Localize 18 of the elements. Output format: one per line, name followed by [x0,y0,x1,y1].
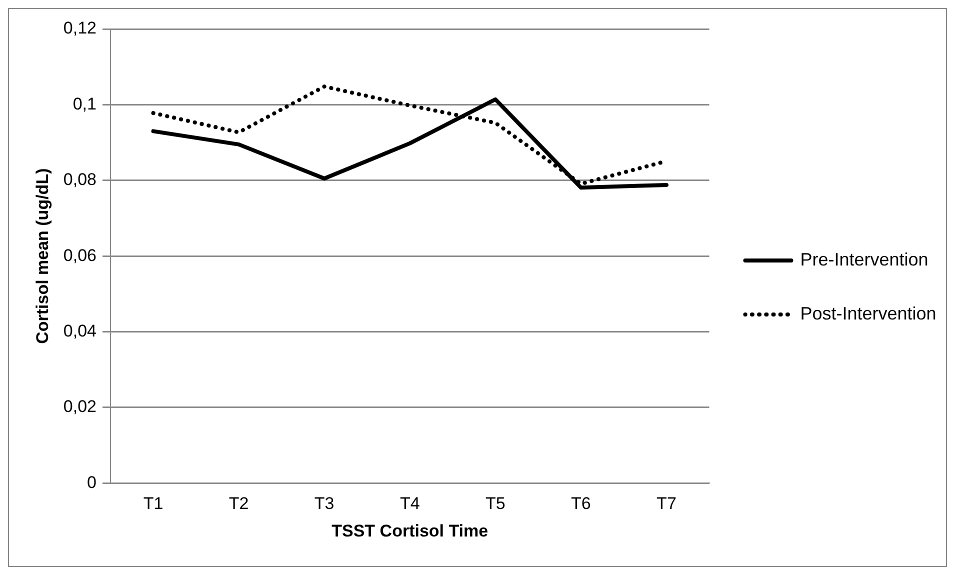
y-tick-label: 0 [87,472,96,492]
x-tick-label: T7 [656,494,676,514]
y-tick-label: 0,06 [63,246,96,265]
x-tick-label: T4 [400,494,420,514]
legend-label: Post-Intervention [800,303,936,324]
y-tick-label: 0,1 [72,94,96,114]
x-tick-label: T1 [143,494,164,514]
y-axis-title: Cortisol mean (ug/dL) [32,168,52,344]
y-tick-label: 0,12 [63,18,96,38]
x-axis-title: TSST Cortisol Time [332,521,488,540]
y-tick-label: 0,02 [63,397,96,416]
y-tick-label: 0,08 [63,170,96,190]
x-tick-label: T5 [485,494,506,514]
legend-label: Pre-Intervention [800,249,928,270]
x-tick-label: T2 [228,494,249,514]
y-tick-label: 0,04 [63,321,96,340]
x-tick-label: T6 [571,494,591,514]
x-tick-label: T3 [314,494,334,514]
